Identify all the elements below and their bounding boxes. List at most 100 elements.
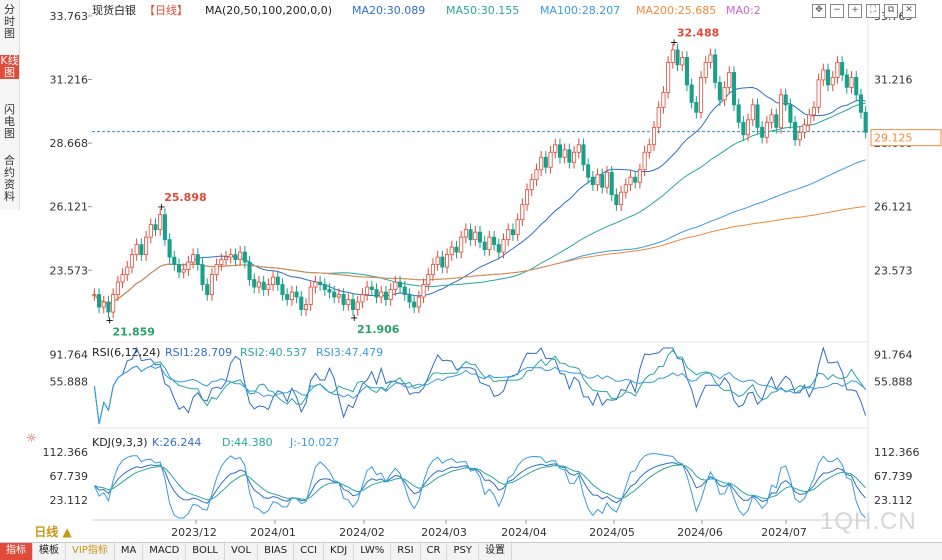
- candle-body: [783, 94, 788, 106]
- candle-body: [515, 219, 520, 236]
- candle-body: [604, 171, 610, 188]
- candle-body: [162, 214, 167, 241]
- candle-body: [750, 104, 755, 121]
- toolbar-item-7[interactable]: BIAS: [258, 543, 295, 560]
- toolbar-item-2[interactable]: VIP指标: [66, 543, 115, 560]
- kdj-tick-right-1: 67.739: [874, 470, 913, 483]
- candle-body: [529, 179, 534, 191]
- candle-body: [365, 286, 370, 295]
- price-tick-left-3: 26.121: [50, 201, 89, 214]
- crosshair-icon[interactable]: ✥: [812, 4, 826, 18]
- price-tick-left-4: 23.573: [50, 264, 89, 277]
- candle-body: [195, 254, 200, 265]
- candle-body: [482, 241, 487, 251]
- kdj-j-line: [93, 452, 866, 519]
- fullscreen-icon[interactable]: ⛶: [866, 4, 880, 18]
- zoom-in-icon[interactable]: +: [848, 4, 862, 18]
- candle-body: [318, 281, 323, 285]
- toolbar-item-10[interactable]: LW%: [354, 543, 392, 560]
- kdj-title: KDJ(9,3,3): [92, 436, 148, 449]
- toolbar-item-14[interactable]: 设置: [479, 543, 512, 560]
- toolbar-item-4[interactable]: MACD: [143, 543, 187, 560]
- header-ma-title: MA(20,50,100,200,0,0): [205, 4, 332, 17]
- candle-body: [111, 294, 116, 313]
- kdj-tick-right-2: 23.112: [874, 494, 913, 507]
- close-icon[interactable]: ✕: [902, 4, 916, 18]
- toolbar-item-5[interactable]: BOLL: [186, 543, 225, 560]
- toolbar-item-12[interactable]: CR: [421, 543, 448, 560]
- candle-body: [487, 236, 492, 251]
- tab-flash[interactable]: 闪电图: [4, 103, 15, 140]
- candle-body: [341, 294, 346, 305]
- peak-annotation-1: 25.898: [164, 191, 206, 204]
- candle-body: [670, 49, 675, 63]
- x-label-5: 2024/05: [589, 526, 635, 539]
- candle-body: [289, 291, 294, 300]
- candle-body: [360, 294, 365, 303]
- candle-body: [755, 104, 760, 128]
- price-tick-right-3: 26.121: [874, 201, 913, 214]
- candle-body: [299, 296, 304, 310]
- candle-body: [741, 121, 746, 136]
- candle-body: [633, 176, 638, 183]
- toolbar-item-8[interactable]: CCI: [294, 543, 325, 560]
- candle-body: [261, 281, 266, 290]
- period-selector[interactable]: 日线 ▲: [34, 525, 72, 539]
- tab-kline[interactable]: K线图: [0, 54, 19, 79]
- candle-body: [256, 281, 262, 288]
- candle-body: [844, 74, 849, 88]
- candle-body: [350, 299, 356, 310]
- indicator-toolbar: 指标 模板 VIP指标 MA MACD BOLL VOL BIAS CCI KDJ LW% RSI CR…: [0, 542, 942, 560]
- candle-body: [115, 281, 120, 295]
- candle-body: [788, 104, 793, 123]
- candle-body: [778, 94, 784, 128]
- candle-body: [567, 149, 572, 163]
- candle-body: [548, 151, 553, 168]
- candle-body: [223, 256, 229, 261]
- tab-timeshare[interactable]: 分时图: [4, 3, 15, 40]
- candle-body: [731, 72, 737, 106]
- candle-body: [134, 244, 139, 256]
- header-period: 【日线】: [144, 3, 188, 17]
- toolbar-item-3[interactable]: MA: [115, 543, 144, 560]
- candle-body: [308, 286, 313, 305]
- candle-body: [595, 174, 600, 186]
- tab-contract-info[interactable]: 合约资料: [4, 154, 15, 203]
- candle-body: [379, 291, 384, 298]
- candle-body: [619, 191, 624, 206]
- candle-body: [97, 294, 102, 308]
- candle-body: [468, 229, 473, 241]
- toolbar-item-1[interactable]: 模板: [33, 543, 66, 560]
- rsi-tick-right-1: 55.888: [874, 376, 913, 389]
- restore-icon[interactable]: ⧉: [884, 4, 898, 18]
- candle-body: [557, 144, 562, 158]
- candle-body: [736, 104, 741, 123]
- candle-body: [402, 286, 407, 295]
- price-tick-left-2: 28.668: [50, 137, 89, 150]
- x-label-1: 2024/01: [250, 526, 296, 539]
- kdj-j-label: J:-10.027: [289, 436, 339, 449]
- legend-ma0: MA0:2: [726, 4, 761, 17]
- toolbar-item-6[interactable]: VOL: [225, 543, 259, 560]
- candle-body: [416, 296, 421, 308]
- toolbar-item-13[interactable]: PSY: [447, 543, 479, 560]
- toolbar-item-0[interactable]: 指标: [0, 543, 33, 560]
- candle-body: [435, 256, 440, 265]
- candle-body: [421, 284, 426, 298]
- candle-body: [355, 301, 360, 310]
- toolbar-item-9[interactable]: KDJ: [324, 543, 355, 560]
- candle-body: [689, 84, 694, 103]
- toolbar-item-11[interactable]: RSI: [391, 543, 421, 560]
- legend-ma20: MA20:30.089: [352, 4, 425, 17]
- zoom-out-icon[interactable]: −: [830, 4, 844, 18]
- candle-body: [106, 301, 111, 313]
- kline-chart[interactable]: 现货白银 【日线】 MA(20,50,100,200,0,0) MA20:30.089…: [0, 0, 942, 542]
- kdj-k-line: [94, 461, 866, 504]
- x-label-6: 2024/06: [677, 526, 723, 539]
- legend-ma200: MA200:25.685: [636, 4, 716, 17]
- rsi2-line: [93, 349, 867, 425]
- candle-body: [524, 189, 530, 206]
- candle-body: [863, 111, 868, 133]
- current-price-box: [870, 129, 942, 147]
- candle-body: [746, 119, 751, 136]
